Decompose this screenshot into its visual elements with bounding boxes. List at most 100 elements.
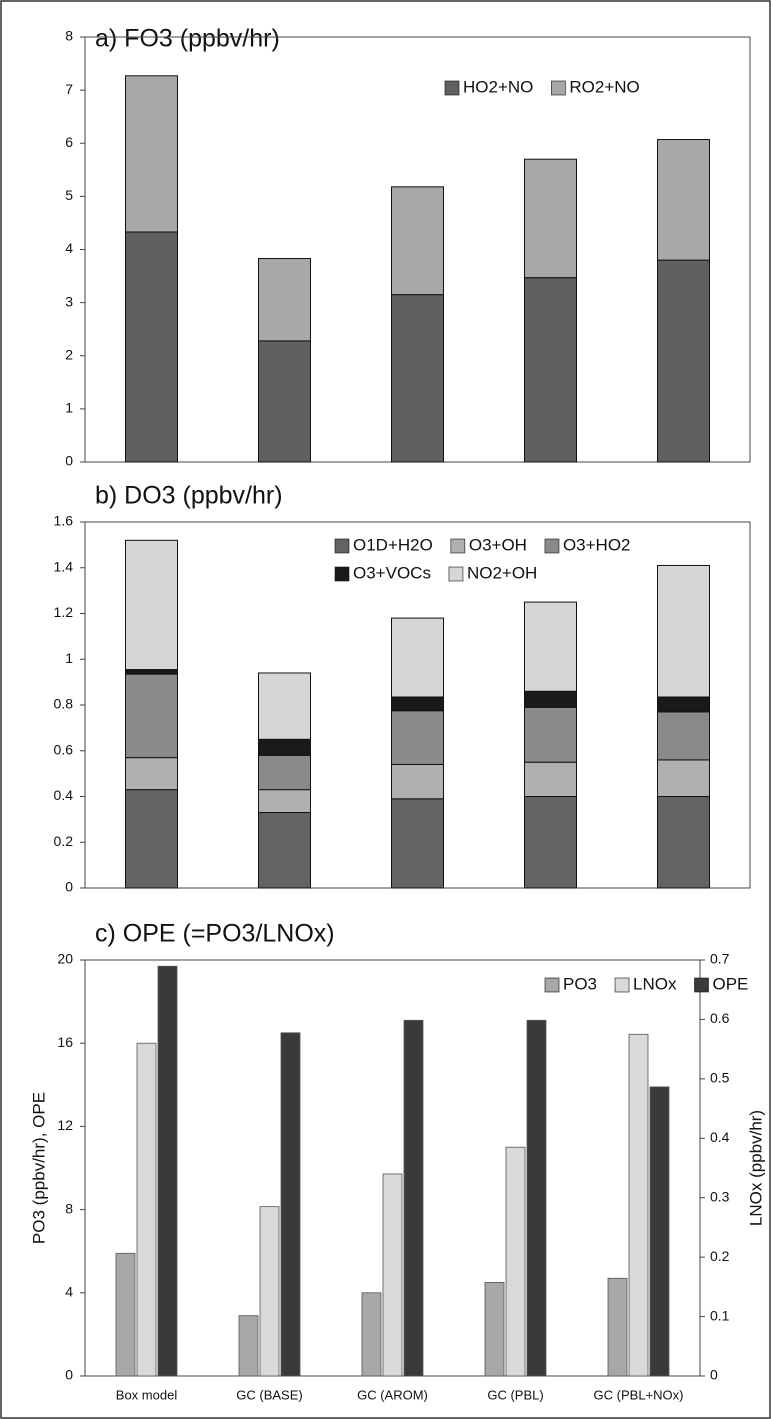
bar-segment: [524, 796, 577, 889]
y2-tick-label: 0.1: [710, 1307, 730, 1323]
bar-segment: [657, 759, 710, 798]
y-tick-label: 1: [65, 650, 73, 666]
bar: [607, 1277, 628, 1377]
bar-segment: [657, 711, 710, 761]
legend-label: O3+OH: [469, 535, 527, 554]
bar-segment: [391, 710, 444, 765]
legend-label: LNOx: [633, 974, 677, 993]
y2-tick-label: 0.4: [710, 1129, 730, 1145]
legend-swatch: [544, 977, 560, 993]
bar-segment: [258, 340, 311, 463]
legend-swatch: [444, 80, 460, 96]
bar: [157, 965, 178, 1377]
y-tick-label: 7: [65, 81, 73, 97]
bar: [259, 1206, 280, 1377]
bar-segment: [524, 277, 577, 463]
y-tick-label: 20: [57, 951, 73, 967]
legend-label: OPE: [713, 974, 749, 993]
bar: [403, 1019, 424, 1377]
y-tick-label: 1: [65, 400, 73, 416]
bar-segment: [258, 258, 311, 342]
legend-swatch: [334, 566, 350, 582]
legend-label: PO3: [563, 974, 597, 993]
y-tick-label: 6: [65, 134, 73, 150]
bar-segment: [125, 75, 178, 233]
bar-segment: [524, 706, 577, 763]
bar-segment: [125, 789, 178, 889]
bar: [238, 1315, 259, 1377]
y-tick-label: 3: [65, 293, 73, 309]
legend-swatch: [614, 977, 630, 993]
y2-tick-label: 0.3: [710, 1188, 730, 1204]
y-tick-label: 0.6: [54, 741, 74, 757]
panel-title: c) OPE (=PO3/LNOx): [95, 920, 335, 948]
legend-label: O1D+H2O: [353, 535, 433, 554]
x-tick-label: GC (PBL+NOx): [594, 1387, 684, 1402]
y-tick-label: 4: [65, 240, 73, 256]
legend-swatch: [694, 977, 709, 993]
legend-swatch: [551, 80, 566, 96]
bar-segment: [391, 696, 444, 712]
bar: [115, 1252, 136, 1377]
bar-segment: [657, 564, 710, 698]
bar-segment: [125, 757, 178, 791]
x-tick-label: GC (BASE): [236, 1387, 302, 1402]
bar: [649, 1086, 670, 1377]
legend-label: HO2+NO: [463, 77, 533, 96]
y-tick-label: 1.4: [54, 558, 74, 574]
y2-axis-label: LNOx (ppbv/hr): [746, 1110, 765, 1226]
y-tick-label: 1.6: [54, 513, 74, 529]
legend-label: NO2+OH: [467, 563, 537, 582]
bar-segment: [391, 617, 444, 698]
x-tick-label: Box model: [116, 1387, 178, 1402]
bar-segment: [657, 139, 710, 261]
bar-segment: [258, 672, 311, 740]
y-tick-label: 0: [65, 879, 73, 895]
bar-segment: [524, 158, 577, 279]
y-tick-label: 8: [65, 28, 73, 44]
y-tick-label: 8: [65, 1200, 73, 1216]
y-tick-label: 2: [65, 346, 73, 362]
bar-segment: [524, 601, 577, 692]
bar-segment: [258, 754, 311, 791]
y2-tick-label: 0.7: [710, 951, 730, 967]
bar-segment: [391, 763, 444, 800]
y-tick-label: 0: [65, 453, 73, 469]
y-axis-label: PO3 (ppbv/hr), OPE: [29, 1092, 48, 1244]
bar: [361, 1292, 382, 1377]
y-tick-label: 1.2: [54, 604, 74, 620]
legend-swatch: [544, 538, 560, 554]
bar: [505, 1146, 526, 1377]
y-tick-label: 0: [65, 1367, 73, 1383]
bar-segment: [125, 669, 178, 675]
bar: [136, 1042, 157, 1377]
y-tick-label: 12: [57, 1117, 73, 1133]
bar: [526, 1019, 547, 1377]
y2-tick-label: 0.2: [710, 1248, 730, 1264]
y-tick-label: 5: [65, 187, 73, 203]
y-tick-label: 16: [57, 1034, 73, 1050]
legend-label: O3+HO2: [563, 535, 631, 554]
bar-segment: [391, 798, 444, 889]
legend-swatch: [334, 538, 350, 554]
y-tick-label: 0.8: [54, 696, 74, 712]
bar: [628, 1033, 649, 1377]
x-tick-label: GC (PBL): [487, 1387, 543, 1402]
bar-segment: [391, 186, 444, 296]
bar-segment: [657, 796, 710, 889]
bar-segment: [125, 673, 178, 759]
panel-title: a) FO3 (ppbv/hr): [95, 25, 280, 53]
bar-segment: [125, 539, 178, 671]
legend-label: RO2+NO: [569, 77, 639, 96]
bar-segment: [524, 761, 577, 797]
x-tick-label: GC (AROM): [357, 1387, 428, 1402]
bar-segment: [657, 259, 710, 463]
y2-tick-label: 0.6: [710, 1010, 730, 1026]
legend-swatch: [450, 538, 466, 554]
y-tick-label: 4: [65, 1284, 73, 1300]
bar-segment: [258, 812, 311, 889]
bar-segment: [657, 696, 710, 713]
bar: [484, 1282, 505, 1377]
